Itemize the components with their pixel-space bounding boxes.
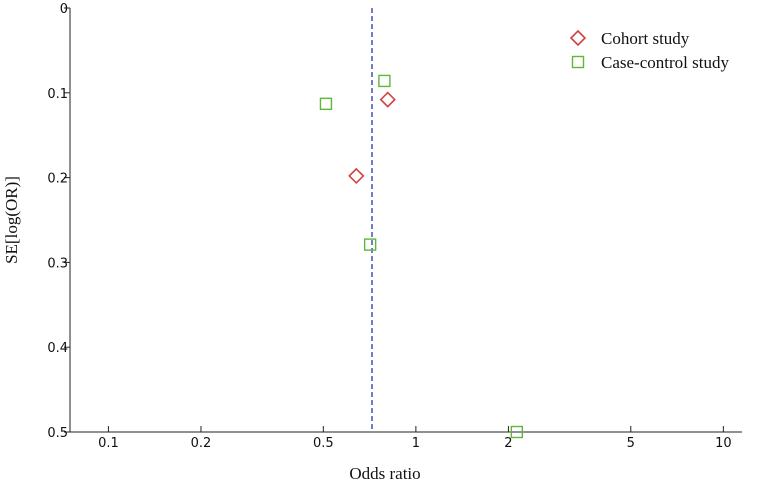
- y-tick-label: 0.3: [47, 256, 68, 271]
- x-tick-label: 2: [504, 436, 512, 451]
- x-tick-label: 5: [627, 436, 635, 451]
- y-ticks: 0 0.1 0.2 0.3 0.4 0.5: [47, 2, 70, 441]
- y-tick-label: 0: [60, 2, 68, 17]
- y-tick-label: 0.2: [47, 172, 68, 187]
- x-tick-label: 0.2: [191, 436, 212, 451]
- axes: [69, 8, 742, 433]
- legend: Cohort study Case-control study: [569, 29, 729, 72]
- x-tick-label: 10: [715, 436, 732, 451]
- cohort-study-point: [379, 91, 396, 108]
- legend-case-control-label: Case-control study: [601, 53, 729, 72]
- legend-cohort-marker: [569, 29, 587, 47]
- case-control-study-point: [363, 238, 377, 251]
- x-axis-title: Odds ratio: [349, 464, 420, 483]
- case-control-study-point: [319, 97, 333, 111]
- legend-case-control-marker: [571, 55, 585, 69]
- y-tick-label: 0.1: [47, 87, 68, 102]
- data-points: [319, 74, 524, 439]
- x-tick-label: 0.5: [313, 436, 334, 451]
- case-control-study-point: [378, 74, 391, 88]
- x-tick-label: 0.1: [98, 436, 119, 451]
- case-control-study-point: [510, 425, 524, 439]
- legend-cohort-label: Cohort study: [601, 29, 690, 48]
- x-tick-label: 1: [412, 436, 420, 451]
- y-tick-label: 0.4: [47, 341, 68, 356]
- cohort-study-point: [348, 167, 365, 185]
- y-axis-title: SE[log(OR)]: [2, 176, 21, 264]
- x-ticks: 0.1 0.2 0.5 1 2 5 10: [98, 426, 732, 451]
- y-tick-label: 0.5: [47, 426, 68, 441]
